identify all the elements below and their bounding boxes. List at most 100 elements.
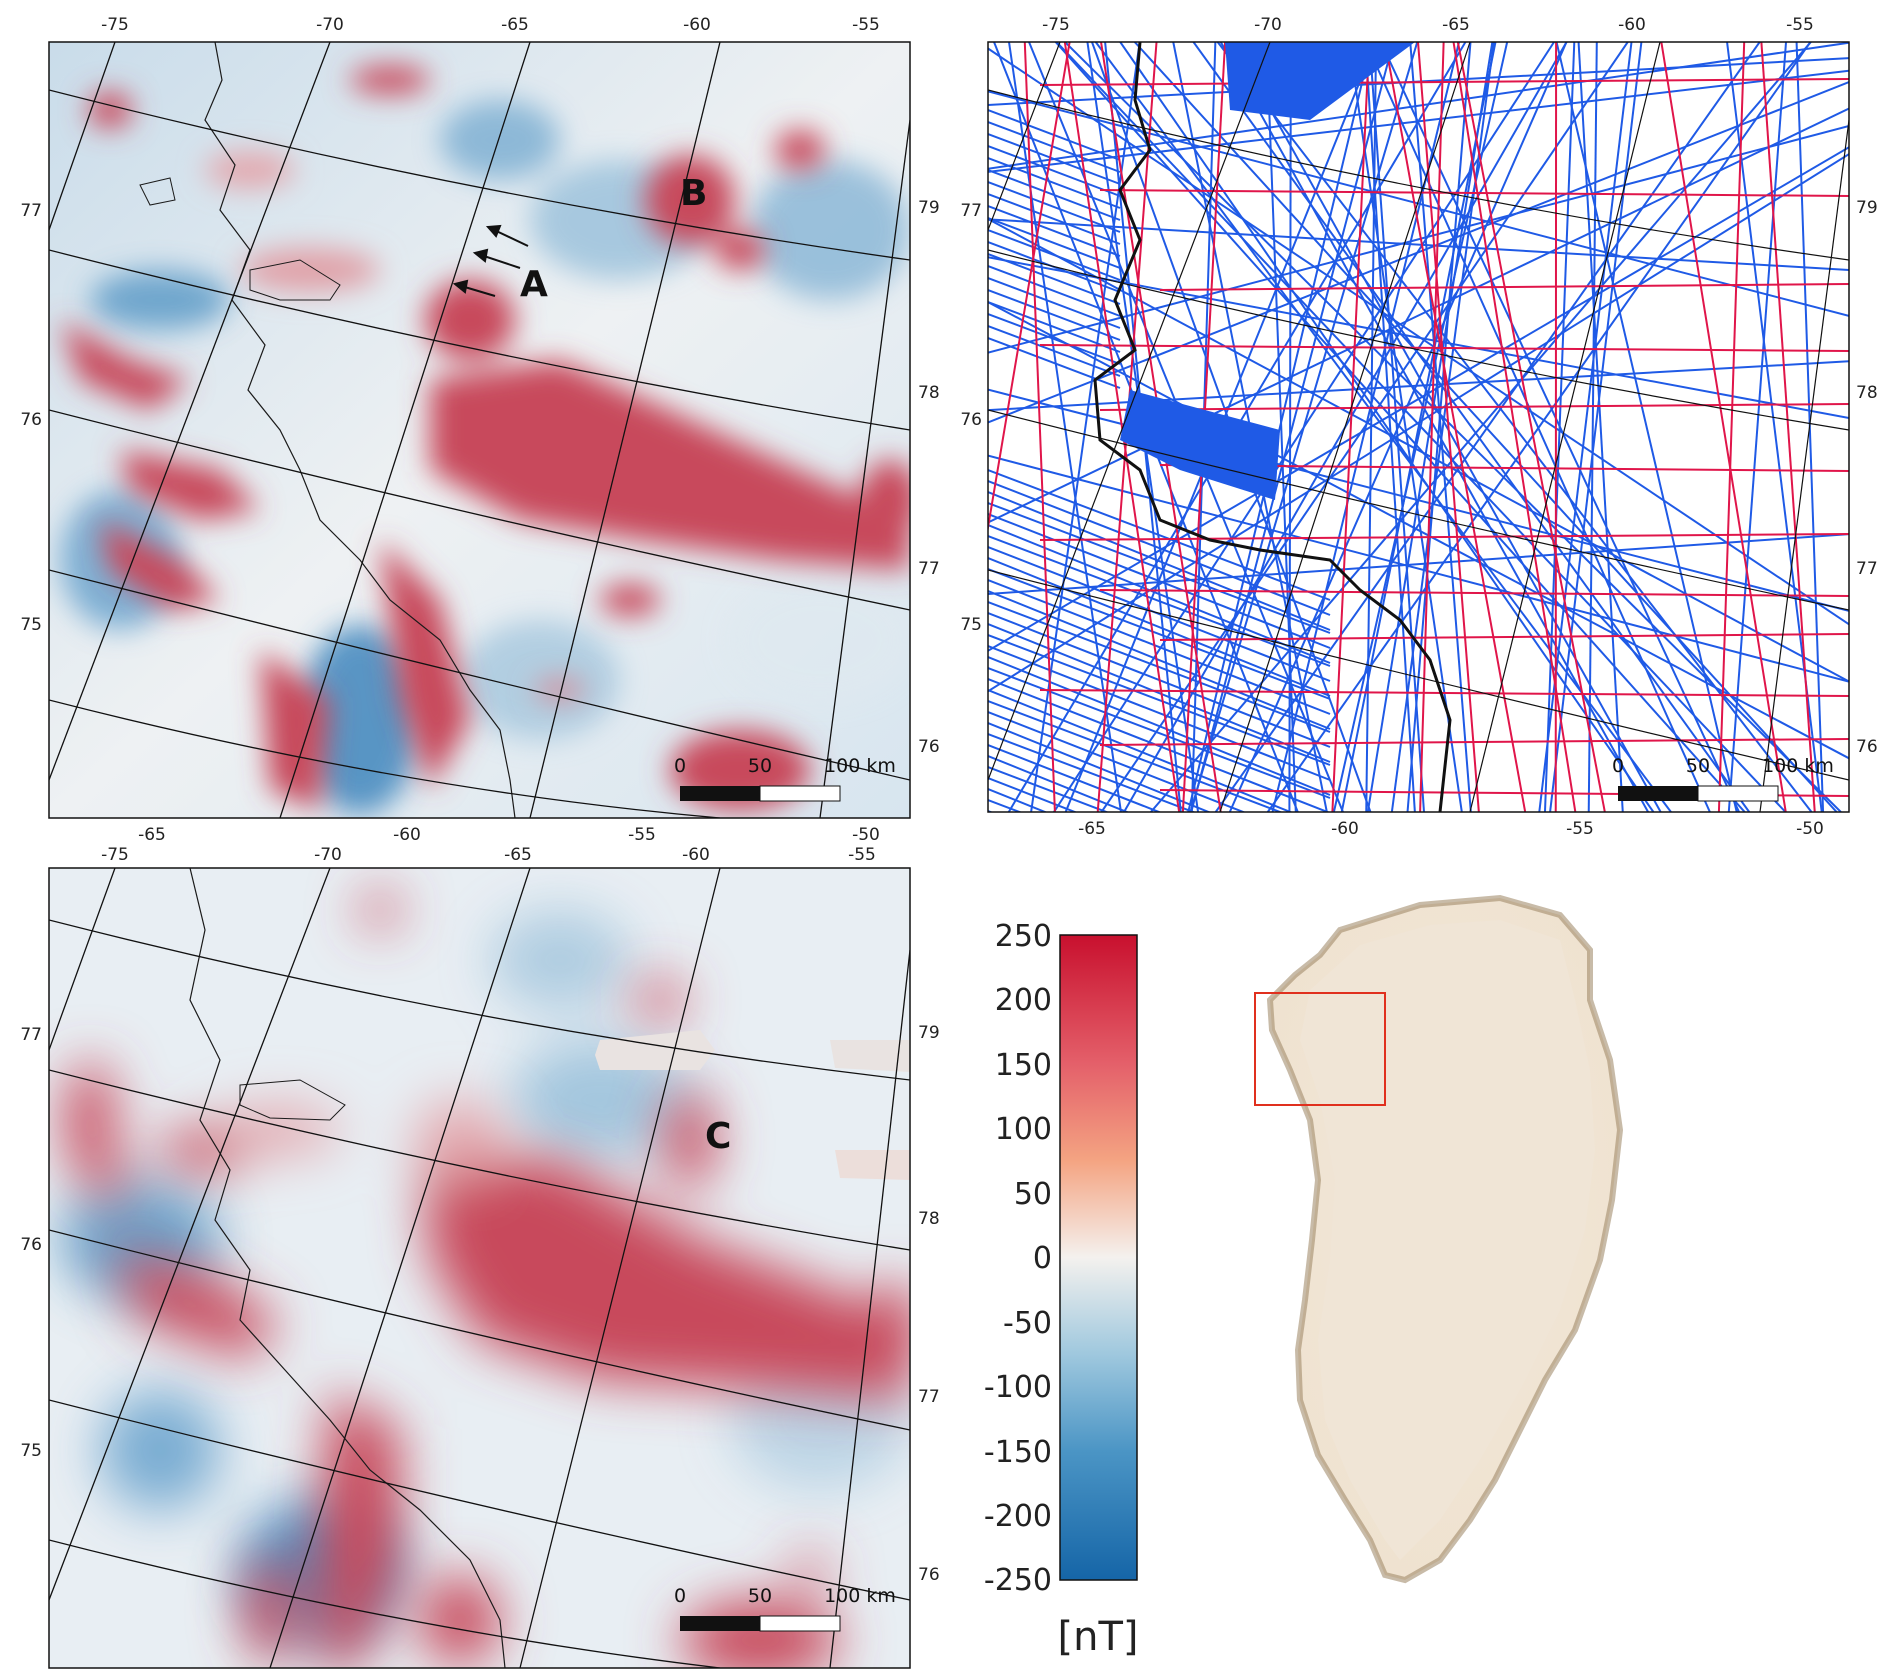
panel-frame (987, 41, 1850, 813)
colorbar-tick-label: 250 (995, 919, 1052, 954)
colorbar-tick-label: -250 (984, 1563, 1052, 1598)
left-tick-label: 76 (20, 410, 42, 430)
survey-line (1332, 42, 1509, 812)
top-tick-label: -70 (316, 15, 344, 35)
survey-line (1390, 42, 1495, 812)
bottom-tick-label: -65 (138, 825, 166, 845)
colorbar-tick-label: 0 (1033, 1241, 1052, 1276)
colorbar-tick-label: 100 (995, 1112, 1052, 1147)
survey-line-red (1331, 42, 1371, 812)
scale-label-end: 100 km (1762, 755, 1834, 777)
bottom-tick-label: -60 (1331, 819, 1359, 839)
survey-line (988, 107, 1849, 524)
scale-bar: 0 50 100 km (1612, 755, 1834, 802)
scale-label-zero: 0 (674, 1585, 686, 1607)
right-tick-label: 77 (1856, 559, 1878, 579)
arrows (452, 224, 529, 297)
scale-label-mid: 50 (1686, 755, 1710, 777)
right-tick-label: 79 (1856, 198, 1878, 218)
survey-line (988, 313, 1121, 365)
survey-line (1265, 42, 1297, 812)
top-tick-label: -55 (852, 15, 880, 35)
survey-line (988, 90, 1849, 317)
survey-line (1189, 42, 1419, 812)
survey-line-red (1039, 344, 1849, 352)
right-tick-label: 78 (918, 1209, 940, 1229)
coastline (1093, 42, 1452, 812)
top-tick-label: -75 (101, 845, 129, 865)
label-c: C (705, 1116, 731, 1157)
survey-line (988, 722, 1212, 812)
left-tick-label: 76 (20, 1235, 42, 1255)
graticule (988, 42, 1849, 812)
ice-sheet (1300, 920, 1595, 1560)
survey-line (988, 766, 1110, 812)
scale-label-zero: 0 (674, 755, 686, 777)
left-tick-label: 75 (960, 615, 982, 635)
survey-line (988, 799, 1023, 812)
survey-line (988, 193, 1121, 245)
bottom-tick-label: -60 (393, 825, 421, 845)
survey-line (1406, 42, 1472, 812)
axis-labels: -75 -70 -65 -60 -55 77 76 75 79 78 77 76 (20, 845, 939, 1585)
top-tick-label: -70 (314, 845, 342, 865)
bottom-tick-label: -65 (1078, 819, 1106, 839)
colorbar-tick-label: 50 (1014, 1177, 1052, 1212)
survey-line (1094, 42, 1672, 812)
left-tick-label: 75 (20, 1441, 42, 1461)
colorbar-tick-label: 150 (995, 1048, 1052, 1083)
left-tick-label: 75 (20, 615, 42, 635)
right-tick-label: 79 (918, 198, 940, 218)
survey-line (988, 205, 1121, 257)
panel-frame (48, 867, 911, 1669)
survey-line (988, 533, 1849, 596)
survey-line (1190, 42, 1395, 812)
survey-line (1587, 42, 1598, 812)
survey-line-red (1660, 42, 1787, 812)
colorbar-tick-label: -100 (984, 1370, 1052, 1405)
survey-line (988, 181, 1121, 233)
survey-line-red (1099, 189, 1849, 197)
scale-label-mid: 50 (748, 1585, 772, 1607)
survey-line (988, 755, 1130, 812)
survey-line-red (1039, 533, 1849, 541)
survey-line (988, 153, 1849, 693)
survey-line-red (1419, 42, 1445, 812)
greenland-overview-map (1254, 894, 1624, 1584)
right-tick-label: 76 (1856, 737, 1878, 757)
survey-line-red (1760, 42, 1816, 812)
survey-line (1150, 42, 1812, 812)
survey-line (988, 777, 1078, 812)
bottom-tick-label: -50 (1796, 819, 1824, 839)
survey-line (988, 218, 1849, 271)
left-tick-label: 77 (960, 201, 982, 221)
right-tick-label: 77 (918, 1387, 940, 1407)
survey-line-red (1456, 42, 1606, 812)
top-tick-label: -60 (1618, 15, 1646, 35)
survey-line-red (988, 42, 1071, 534)
island-outline (139, 177, 176, 206)
left-tick-label: 76 (960, 410, 982, 430)
survey-line (988, 656, 1331, 796)
survey-line (988, 502, 1331, 634)
top-tick-label: -55 (1786, 15, 1814, 35)
axis-labels: -75 -70 -65 -60 -55 -65 -60 -55 -50 77 7… (960, 15, 1877, 839)
survey-line (988, 256, 1849, 419)
survey-line (988, 47, 1849, 626)
graticule (49, 42, 910, 818)
survey-line-red (1099, 738, 1849, 746)
survey-line-red (1039, 689, 1849, 697)
data-gap (830, 1040, 910, 1072)
island-outline (239, 1079, 346, 1121)
scale-label-mid: 50 (748, 755, 772, 777)
top-tick-label: -70 (1254, 15, 1282, 35)
survey-line-red (1039, 78, 1849, 86)
graticule (49, 868, 910, 1668)
right-tick-label: 79 (918, 1023, 940, 1043)
scale-label-zero: 0 (1612, 755, 1624, 777)
survey-line (988, 277, 1121, 329)
survey-line (1187, 42, 1373, 812)
study-area-box (1254, 992, 1386, 1106)
left-tick-label: 77 (20, 1025, 42, 1045)
